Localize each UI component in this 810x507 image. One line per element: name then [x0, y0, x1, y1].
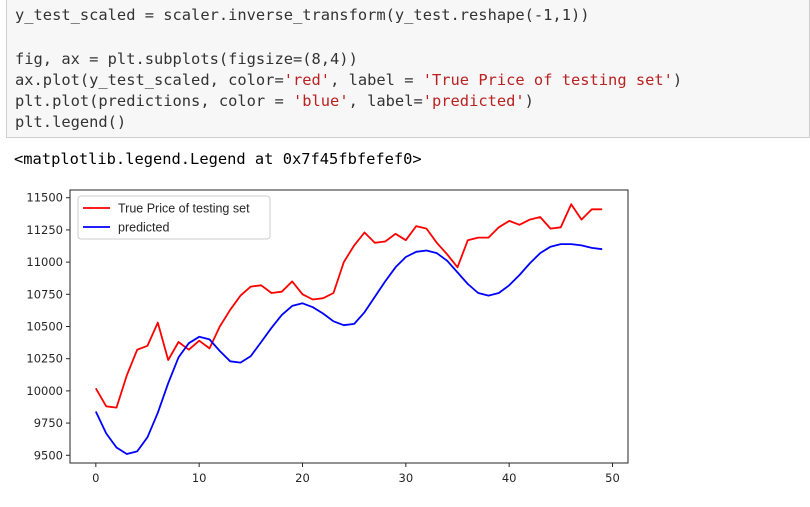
x-axis: 0 10 20 30 40 50 [92, 463, 620, 485]
legend-label: predicted [118, 221, 169, 235]
y-tick-label: 11500 [26, 191, 63, 205]
x-tick-label: 50 [605, 471, 620, 485]
code-token: plt.legend() [15, 113, 127, 131]
x-tick-label: 20 [295, 471, 310, 485]
series-line-1 [94, 243, 603, 455]
code-token: , label = [330, 71, 423, 89]
code-string: 'True Price of testing set' [422, 71, 673, 89]
y-tick-label: 9500 [34, 448, 63, 462]
code-string: 'blue' [292, 92, 349, 110]
code-token: ) [524, 92, 534, 110]
y-tick-label: 10500 [26, 320, 63, 334]
code-token: plt.plot(predictions, color = [15, 92, 293, 110]
y-tick-label: 11000 [26, 255, 63, 269]
x-tick-label: 0 [92, 471, 99, 485]
code-token: fig, ax = plt.subplots(figsize=(8,4)) [15, 50, 358, 68]
code-string: 'red' [283, 71, 331, 89]
y-tick-label: 11250 [26, 223, 63, 237]
series-line-0 [95, 203, 603, 409]
code-token: ) [672, 71, 683, 89]
code-string: 'predicted' [422, 92, 525, 110]
x-tick-label: 30 [399, 471, 414, 485]
cell-output: <matplotlib.legend.Legend at 0x7f45fbfef… [14, 150, 422, 168]
code-line: plt.plot(predictions, color = 'blue', la… [15, 92, 534, 110]
x-tick-label: 40 [502, 471, 517, 485]
code-cell[interactable]: y_test_scaled = scaler.inverse_transform… [6, 0, 810, 138]
line-chart: 9500975010000102501050010750110001125011… [26, 189, 629, 485]
y-tick-label: 10000 [26, 384, 63, 398]
code-token: , label= [348, 92, 423, 110]
code-line: ax.plot(y_test_scaled, color='red', labe… [15, 71, 682, 89]
legend-box [77, 195, 271, 240]
y-tick-label: 10250 [26, 352, 63, 366]
legend-label: True Price of testing set [118, 202, 250, 216]
series-lines [94, 203, 603, 455]
code-token: ax.plot(y_test_scaled, color= [15, 71, 284, 89]
code-line: plt.legend() [15, 113, 126, 131]
code-line: y_test_scaled = scaler.inverse_transform… [15, 6, 590, 24]
y-tick-label: 9750 [34, 416, 63, 430]
code-token: y_test_scaled = scaler.inverse_transform… [15, 6, 590, 24]
code-line: fig, ax = plt.subplots(figsize=(8,4)) [15, 50, 358, 68]
legend: True Price of testing set predicted [77, 195, 271, 240]
x-tick-label: 10 [192, 471, 207, 485]
y-axis: 9500 9750 10000 10250 10500 10750 11000 11250 11… [26, 191, 70, 462]
y-tick-label: 10750 [26, 287, 63, 301]
